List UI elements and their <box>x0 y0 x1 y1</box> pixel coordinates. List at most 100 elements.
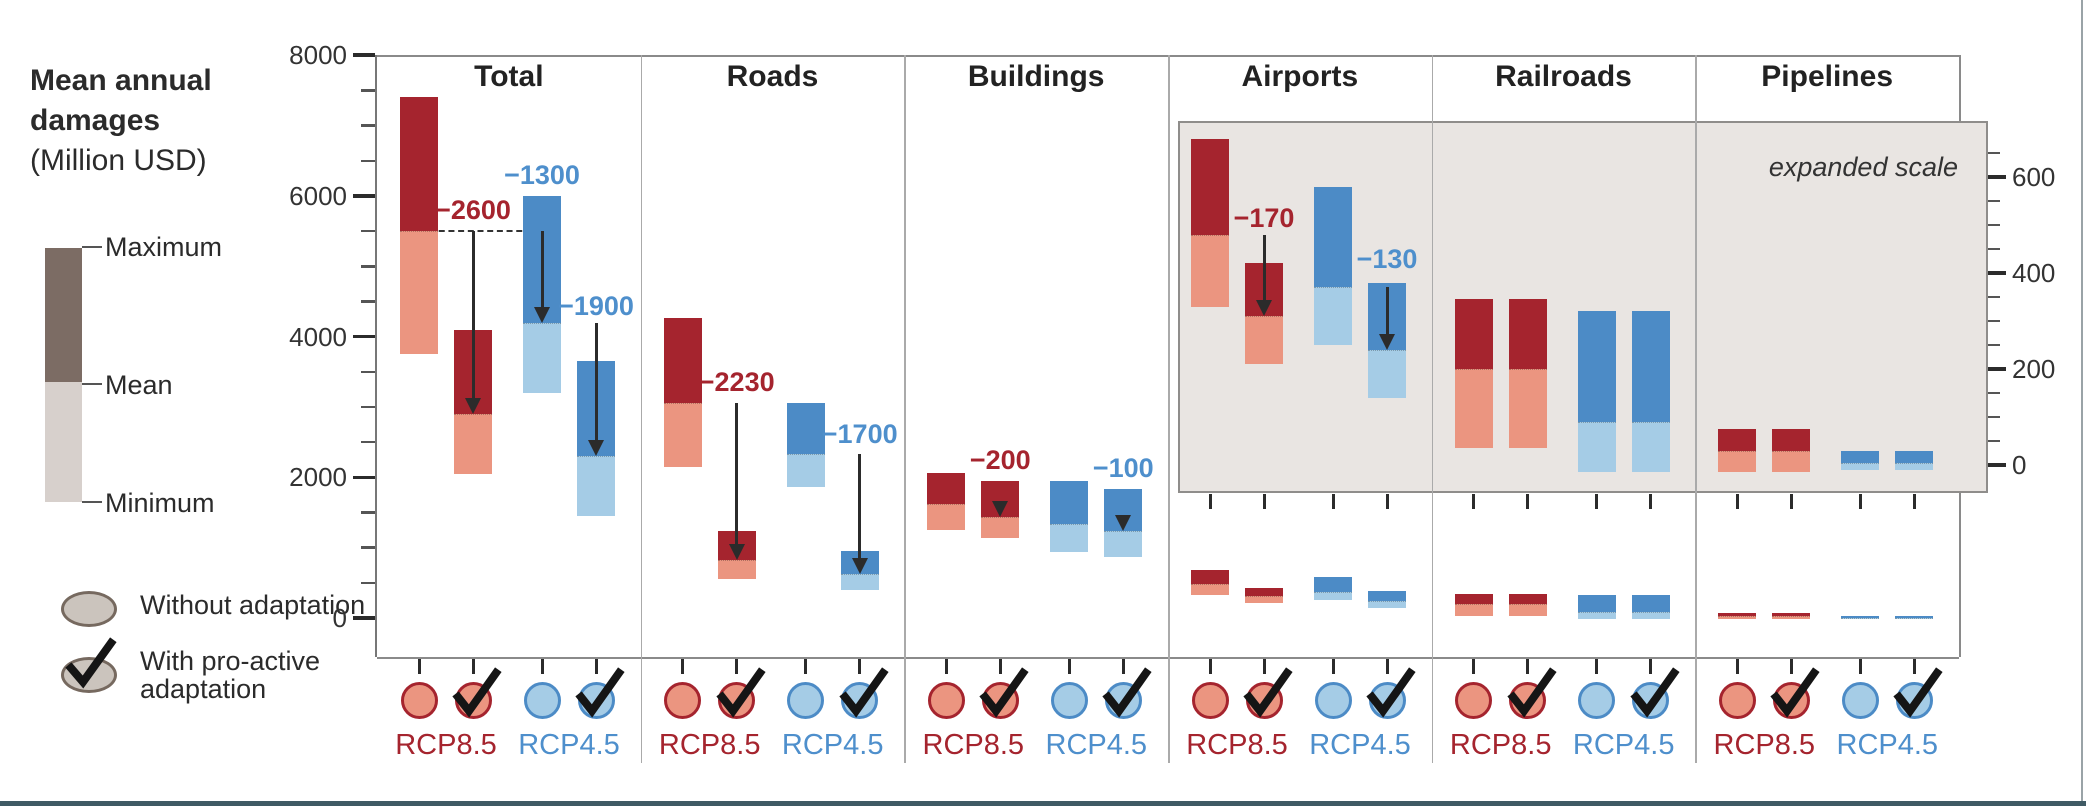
y-axis-minor-tick <box>361 124 375 127</box>
legend-mean-label: Mean <box>105 370 173 400</box>
bar-airports-0-mini-upper <box>1191 570 1229 585</box>
arrow-head <box>465 397 481 414</box>
y-axis-major-tick <box>353 475 375 479</box>
bar-airports-3-mini-upper <box>1368 591 1406 602</box>
expanded-axis-minor-tick <box>1988 415 2000 419</box>
arrow-stem <box>735 402 739 548</box>
arrow-stem <box>1262 234 1266 305</box>
bar-pipelines-0-mini-lower <box>1718 615 1757 620</box>
expanded-axis-minor-tick <box>1988 247 2000 251</box>
checkmark-icon <box>1507 667 1557 718</box>
bar-buildings-3-lower <box>1104 531 1143 557</box>
x-axis-tick <box>471 659 475 674</box>
bar-pipelines-1-mini-upper <box>1772 612 1811 616</box>
x-axis-tick <box>1121 659 1125 674</box>
bar-airports-1-mini-lower <box>1245 596 1283 604</box>
bar-pipelines-1-lower <box>1772 450 1811 473</box>
x-axis-tick <box>1208 659 1212 674</box>
adaptation-circle <box>1191 681 1229 719</box>
y-axis-tick-label: 2000 <box>289 462 347 493</box>
y-axis-minor-tick <box>361 265 375 268</box>
checkmark-icon <box>979 667 1029 718</box>
checkmark-icon <box>1243 667 1293 718</box>
rcp85-label: RCP8.5 <box>922 729 1025 761</box>
panel-separator <box>1168 55 1170 763</box>
bar-pipelines-0-upper <box>1718 429 1757 451</box>
x-axis-tick <box>998 659 1002 674</box>
adaptation-circle <box>523 681 561 719</box>
rcp45-label: RCP4.5 <box>1572 729 1675 761</box>
adaptation-circle <box>787 681 825 719</box>
legend-without-label: Without adaptation <box>140 590 366 620</box>
checkmark-icon <box>575 667 625 718</box>
bar-total-3-lower <box>577 456 615 516</box>
expanded-axis-minor-tick <box>1988 223 2000 227</box>
value-label: −1900 <box>558 291 634 322</box>
panel-separator <box>1695 55 1697 763</box>
bar-airports-1-lower <box>1245 316 1283 365</box>
panel-title-pipelines: Pipelines <box>1761 60 1893 93</box>
rcp85-label: RCP8.5 <box>1713 729 1816 761</box>
panel-title-total: Total <box>474 60 544 93</box>
bar-airports-3-mini-lower <box>1368 601 1406 609</box>
expanded-axis-minor-tick <box>1988 151 2000 155</box>
expanded-axis-major-tick <box>1988 463 2006 467</box>
legend-title-line1: Mean annual <box>30 64 212 97</box>
expanded-axis-major-tick <box>1988 271 2006 275</box>
panel-title-roads: Roads <box>726 60 819 93</box>
x-axis-tick <box>1385 659 1389 674</box>
rcp45-label: RCP4.5 <box>1836 729 1939 761</box>
bar-airports-0-lower <box>1191 234 1229 307</box>
expanded-axis-tick-label: 400 <box>2012 258 2056 288</box>
rcp45-label: RCP4.5 <box>781 729 884 761</box>
adaptation-circle <box>400 681 438 719</box>
expanded-box-tick <box>1331 494 1335 509</box>
bar-railroads-2-upper <box>1577 311 1616 422</box>
legend-range-bar-mean-min <box>45 382 82 502</box>
legend-title-units: (Million USD) <box>30 144 207 177</box>
bar-roads-2-upper <box>786 402 825 455</box>
adaptation-circle <box>1455 681 1493 719</box>
panel-separator <box>640 55 643 763</box>
bar-airports-2-mini-lower <box>1314 591 1352 601</box>
bar-railroads-3-upper <box>1631 311 1670 422</box>
arrow-stem <box>471 231 475 402</box>
x-axis-tick <box>735 659 739 674</box>
bar-airports-2-upper <box>1314 186 1352 288</box>
expanded-axis-major-tick <box>1988 175 2006 179</box>
x-axis-tick <box>1735 659 1739 674</box>
value-label: −100 <box>1092 453 1154 484</box>
rcp45-label: RCP4.5 <box>1045 729 1148 761</box>
bar-pipelines-3-lower <box>1895 462 1934 470</box>
arrow-head <box>728 543 745 560</box>
panel-title-buildings: Buildings <box>967 60 1105 93</box>
bar-airports-3-lower <box>1368 349 1406 398</box>
adaptation-circle <box>1841 681 1879 719</box>
expanded-axis-minor-tick <box>1988 343 2000 347</box>
expanded-box-tick <box>1262 494 1266 509</box>
x-axis-tick <box>1262 659 1266 674</box>
x-axis-tick <box>1789 659 1793 674</box>
bar-airports-2-mini-upper <box>1314 577 1352 592</box>
expanded-axis-minor-tick <box>1988 319 2000 323</box>
y-axis-tick-label: 0 <box>332 603 347 633</box>
panel-title-railroads: Railroads <box>1495 60 1632 93</box>
arrow-head <box>588 440 604 457</box>
bar-buildings-2-lower <box>1050 524 1089 552</box>
x-axis-tick <box>1067 659 1071 674</box>
legend-tick-max <box>82 246 102 248</box>
checkmark-icon <box>1630 667 1680 718</box>
bar-pipelines-2-mini-upper <box>1841 615 1880 618</box>
bar-railroads-2-mini-lower <box>1577 611 1616 620</box>
bar-pipelines-2-upper <box>1841 450 1880 463</box>
bar-pipelines-2-lower <box>1841 462 1880 470</box>
y-axis-minor-tick <box>361 581 375 585</box>
arrow-head <box>1379 333 1395 350</box>
bar-pipelines-3-mini-upper <box>1895 615 1934 618</box>
reference-dashed-line <box>400 230 561 233</box>
y-axis-minor-tick <box>361 440 375 444</box>
adaptation-circle <box>664 681 702 719</box>
expanded-axis-major-tick <box>1988 367 2006 371</box>
bottom-border-bar <box>0 801 2086 806</box>
